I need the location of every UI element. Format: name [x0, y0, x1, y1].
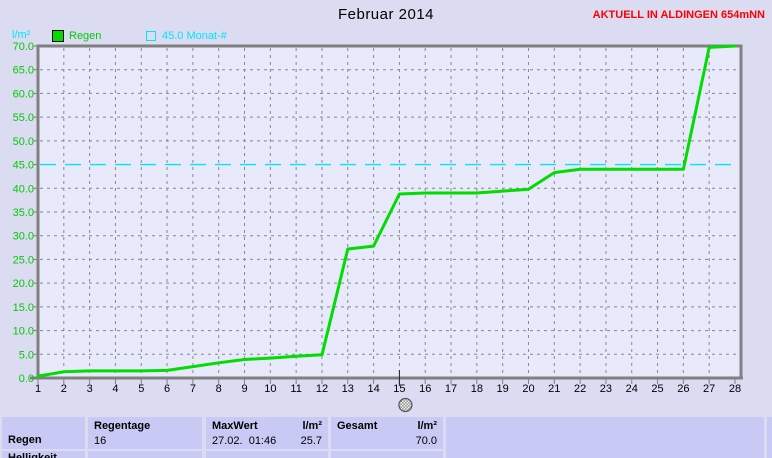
maxwert-header: MaxWert — [212, 420, 258, 432]
table-row2-cell2 — [206, 451, 328, 458]
table-cell-empty — [446, 417, 764, 458]
table-row2-cell1 — [88, 451, 202, 458]
y-axis-label: 0.0 — [19, 373, 34, 385]
x-axis-label: 8 — [216, 383, 222, 395]
y-axis-label: 20.0 — [13, 278, 34, 290]
y-axis-label: 40.0 — [13, 183, 34, 195]
gesamt-unit: l/m² — [417, 420, 437, 432]
y-axis-label: 50.0 — [13, 136, 34, 148]
page-title: Februar 2014 — [337, 6, 435, 23]
y-axis-label: 35.0 — [13, 207, 34, 219]
y-axis-label: 5.0 — [19, 349, 34, 361]
y-axis-label: 45.0 — [13, 160, 34, 172]
x-axis-label: 20 — [522, 383, 534, 395]
x-axis-label: 27 — [703, 383, 715, 395]
table-cell-regentage: Regentage 16 — [88, 417, 202, 449]
x-axis-label: 3 — [87, 383, 93, 395]
regen-filled-square-icon — [52, 30, 64, 42]
x-axis-label: 23 — [600, 383, 612, 395]
legend-label-monat-target: 45.0 Monat-# — [162, 30, 227, 42]
x-axis-label: 5 — [138, 383, 144, 395]
legend-item-monat-target: 45.0 Monat-# — [146, 30, 227, 42]
x-axis-label: 24 — [626, 383, 638, 395]
x-axis-label: 15 — [393, 383, 405, 395]
x-axis-label: 12 — [316, 383, 328, 395]
x-axis-label: 25 — [651, 383, 663, 395]
x-axis-label: 1 — [35, 383, 41, 395]
regentage-header: Regentage — [94, 420, 151, 432]
x-axis-label: 9 — [241, 383, 247, 395]
x-axis-label: 4 — [112, 383, 118, 395]
y-axis-label: 25.0 — [13, 254, 34, 266]
x-axis-label: 16 — [419, 383, 431, 395]
y-axis-label: 60.0 — [13, 88, 34, 100]
x-axis-label: 14 — [367, 383, 379, 395]
full-moon-icon — [398, 397, 413, 413]
y-axis-label: 70.0 — [13, 41, 34, 53]
x-axis-label: 19 — [497, 383, 509, 395]
table-cell-edge-strip — [767, 417, 772, 458]
y-axis-unit-label: l/m² — [12, 29, 31, 41]
legend-label-regen: Regen — [69, 30, 102, 42]
rain-cumulative-chart: 0.0 5.0 10.0 15.0 20.0 25.0 30.0 35.0 40.0 45.0 50… — [13, 41, 743, 413]
y-axis-label: 30.0 — [13, 231, 34, 243]
table-cell-maxwert: MaxWert l/m² 27.02. 01:46 25.7 — [206, 417, 328, 449]
maxwert-unit: l/m² — [302, 420, 322, 432]
x-axis-label: 22 — [574, 383, 586, 395]
y-axis-label: 10.0 — [13, 326, 34, 338]
gesamt-header: Gesamt — [337, 420, 378, 432]
x-axis-label: 17 — [445, 383, 457, 395]
x-axis-label: 11 — [290, 383, 301, 395]
table-row-label: Regen — [2, 417, 85, 449]
x-axis-label: 6 — [164, 383, 170, 395]
table-row2-label-clipped: Helligkeit — [2, 451, 85, 458]
table-row2-cell3 — [331, 451, 443, 458]
x-axis-label: 28 — [729, 383, 741, 395]
x-axis-label: 21 — [548, 383, 560, 395]
station-status-label: AKTUELL IN ALDINGEN 654mNN — [592, 9, 765, 21]
y-axis-label: 65.0 — [13, 65, 34, 77]
table-cell-gesamt: Gesamt l/m² 70.0 — [331, 417, 443, 449]
rain-line — [36, 44, 737, 378]
regentage-value: 16 — [94, 435, 107, 447]
x-axis-label: 26 — [677, 383, 689, 395]
x-axis-label: 13 — [342, 383, 354, 395]
x-axis-label: 2 — [61, 383, 67, 395]
x-axis-label: 7 — [190, 383, 196, 395]
maxwert-value: 25.7 — [300, 435, 322, 447]
maxwert-datetime: 27.02. 01:46 — [212, 435, 277, 447]
x-axis-label: 10 — [264, 383, 276, 395]
x-axis-label: 18 — [471, 383, 483, 395]
gesamt-value: 70.0 — [415, 435, 437, 447]
monat-target-outline-square-icon — [146, 31, 156, 41]
y-axis-label: 15.0 — [13, 302, 34, 314]
y-axis-label: 55.0 — [13, 112, 34, 124]
legend-item-regen: Regen — [52, 30, 101, 42]
